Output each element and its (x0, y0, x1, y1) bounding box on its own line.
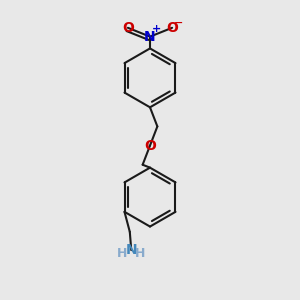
Text: H: H (135, 247, 145, 260)
Text: H: H (117, 247, 128, 260)
Text: O: O (166, 21, 178, 35)
Text: O: O (122, 21, 134, 35)
Text: −: − (174, 17, 183, 28)
Text: +: + (152, 24, 161, 34)
Text: O: O (144, 139, 156, 153)
Text: N: N (144, 30, 156, 44)
Text: N: N (125, 243, 137, 257)
